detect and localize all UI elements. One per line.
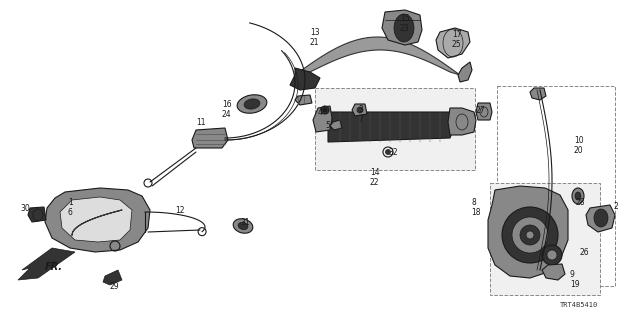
Ellipse shape — [520, 225, 540, 245]
Text: 1
6: 1 6 — [68, 198, 73, 217]
Ellipse shape — [385, 149, 390, 155]
Ellipse shape — [238, 222, 248, 230]
Text: 30: 30 — [20, 204, 29, 213]
Ellipse shape — [526, 231, 534, 239]
Polygon shape — [542, 264, 565, 280]
Text: 4: 4 — [317, 108, 322, 117]
Ellipse shape — [594, 209, 608, 227]
Polygon shape — [28, 207, 46, 222]
Ellipse shape — [233, 219, 253, 233]
Polygon shape — [290, 68, 320, 90]
Polygon shape — [352, 104, 367, 116]
Text: 5: 5 — [325, 121, 330, 130]
Ellipse shape — [512, 217, 548, 253]
Ellipse shape — [572, 188, 584, 204]
Polygon shape — [295, 37, 460, 75]
Text: FR.: FR. — [45, 262, 63, 272]
Text: 17
25: 17 25 — [452, 30, 461, 49]
Ellipse shape — [244, 99, 260, 109]
Text: 26: 26 — [580, 248, 589, 257]
Polygon shape — [488, 186, 568, 278]
Polygon shape — [313, 106, 332, 132]
Ellipse shape — [575, 192, 581, 200]
Polygon shape — [458, 62, 472, 82]
Text: 14
22: 14 22 — [370, 168, 380, 187]
Text: 32: 32 — [388, 148, 397, 157]
Text: 9
19: 9 19 — [570, 270, 580, 289]
Ellipse shape — [502, 207, 558, 263]
Text: 15
23: 15 23 — [400, 14, 410, 33]
Polygon shape — [103, 270, 122, 285]
Text: 29: 29 — [110, 282, 120, 291]
Text: 11: 11 — [196, 118, 205, 127]
Text: 31: 31 — [240, 218, 250, 227]
Polygon shape — [328, 112, 458, 142]
Text: 13
21: 13 21 — [310, 28, 319, 47]
Ellipse shape — [237, 95, 267, 113]
Polygon shape — [530, 88, 546, 100]
Text: TRT4B5410: TRT4B5410 — [560, 302, 598, 308]
Ellipse shape — [357, 107, 363, 113]
Bar — [315, 88, 475, 170]
Polygon shape — [476, 103, 492, 120]
Ellipse shape — [542, 245, 562, 265]
Ellipse shape — [394, 14, 414, 42]
Text: 10
20: 10 20 — [574, 136, 584, 155]
Text: 28: 28 — [576, 198, 586, 207]
Bar — [490, 183, 600, 295]
Ellipse shape — [547, 250, 557, 260]
Text: 3
7: 3 7 — [358, 105, 363, 124]
Polygon shape — [448, 108, 476, 135]
Polygon shape — [436, 28, 470, 58]
Polygon shape — [18, 248, 75, 280]
Text: 2: 2 — [614, 202, 619, 211]
Polygon shape — [192, 128, 228, 148]
Ellipse shape — [321, 106, 329, 114]
Polygon shape — [586, 205, 615, 232]
Ellipse shape — [323, 108, 327, 112]
Polygon shape — [330, 120, 342, 130]
Text: 8
18: 8 18 — [471, 198, 481, 217]
Text: 12: 12 — [175, 206, 184, 215]
Polygon shape — [60, 197, 132, 242]
Polygon shape — [382, 10, 422, 45]
Bar — [497, 86, 615, 286]
Text: 27: 27 — [476, 106, 486, 115]
Polygon shape — [295, 95, 312, 105]
Polygon shape — [45, 188, 150, 252]
Text: 16
24: 16 24 — [222, 100, 232, 119]
